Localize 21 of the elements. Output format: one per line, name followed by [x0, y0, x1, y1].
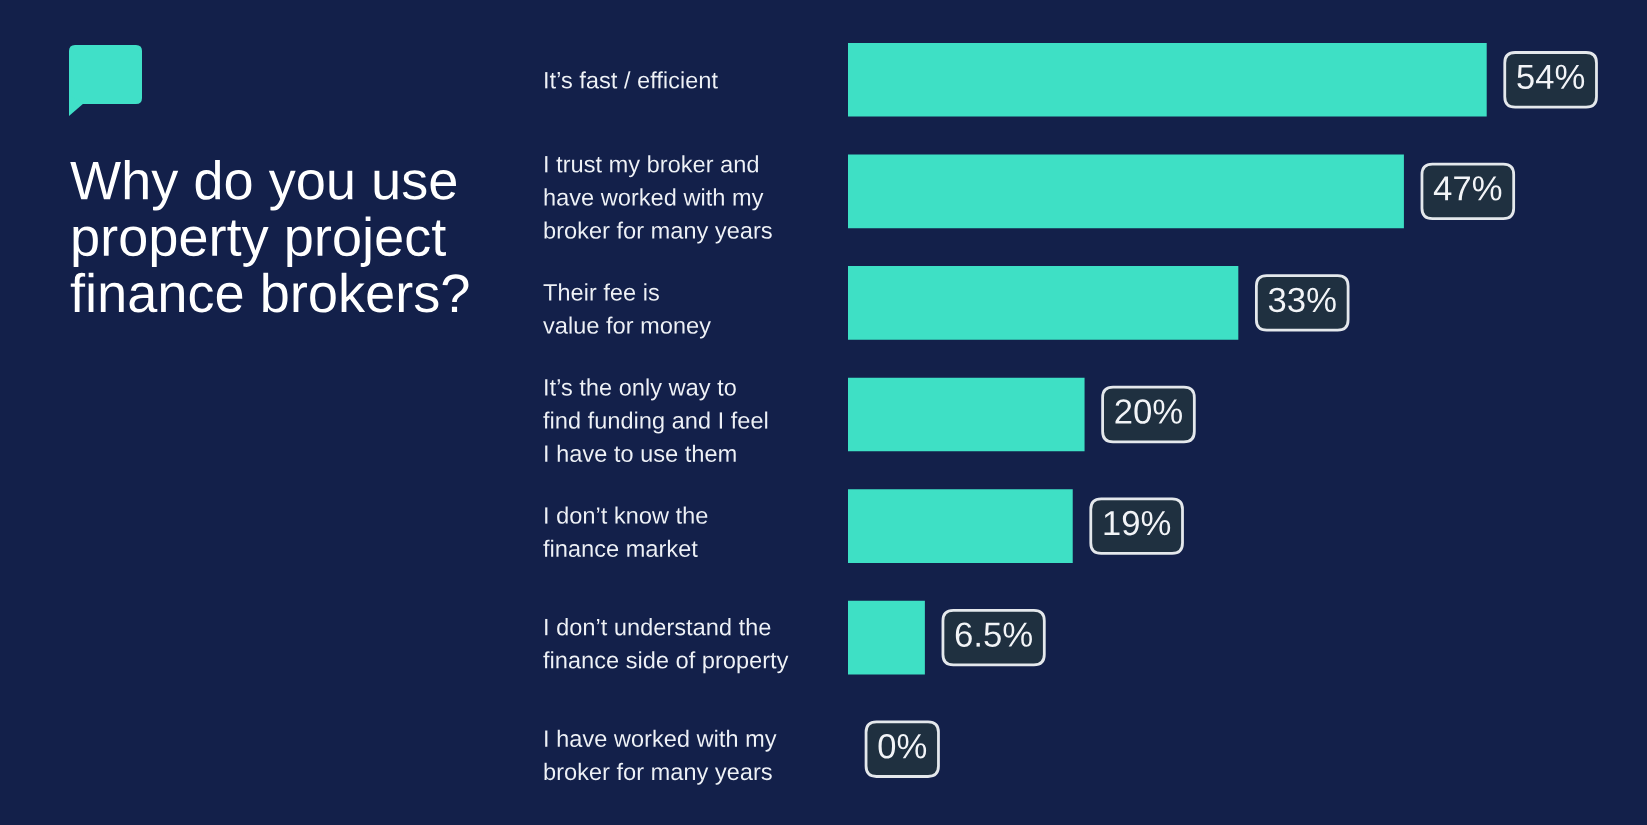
data-label: 33% — [1268, 287, 1336, 313]
bar — [848, 600, 925, 675]
y-tick-label: I don’t know the finance market — [543, 506, 708, 557]
y-tick-label: I don’t understand the finance side of property — [543, 618, 789, 674]
y-tick-label: It’s fast / efficient — [545, 71, 718, 89]
text: Why do you use property project finance brokers? — [70, 160, 469, 313]
data-label: 0% — [878, 733, 927, 759]
data-label: 6.5% — [955, 622, 1032, 647]
data-label: 54% — [1517, 64, 1585, 90]
bar — [848, 42, 1487, 117]
y-tick-label: I have worked with my broker for many years — [544, 729, 777, 785]
bar — [848, 377, 1085, 452]
data-label: 19% — [1104, 510, 1171, 536]
bar — [848, 154, 1404, 229]
y-tick-label: Their fee is value for money — [543, 283, 711, 339]
y-tick-label: I trust my broker and have worked with my broker for many years — [544, 155, 772, 244]
y-tick-label: It’s the only way to find funding and I feel I have to use them — [543, 378, 768, 462]
bar — [848, 489, 1073, 563]
bar — [848, 266, 1239, 340]
data-label: 20% — [1115, 399, 1182, 424]
data-label: 47% — [1433, 176, 1502, 201]
